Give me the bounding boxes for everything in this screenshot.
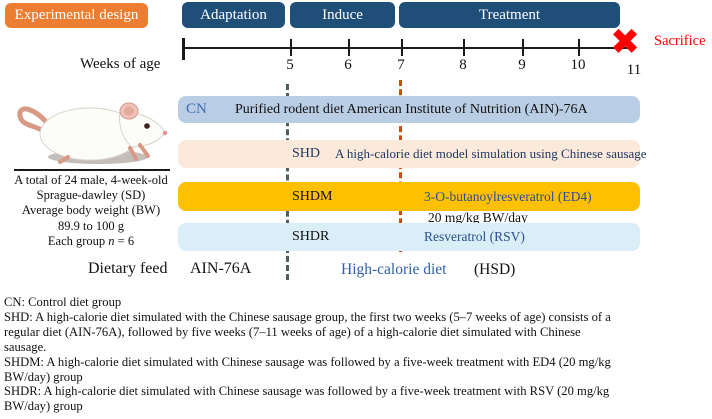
subjects-divider xyxy=(14,169,170,171)
weeks-of-age-label: Weeks of age xyxy=(80,56,161,72)
week-label-8: 8 xyxy=(459,57,467,73)
subjects-line-groupsize: Each group n = 6 xyxy=(0,234,182,249)
each-group-suffix: = 6 xyxy=(114,233,135,248)
timeline-tick-7 xyxy=(401,39,403,56)
legend-cn: CN: Control diet group xyxy=(4,295,122,309)
group-bar-shdr: SHDR Resveratrol (RSV) xyxy=(178,223,640,251)
week-label-9: 9 xyxy=(518,57,526,73)
legend-shdm: SHDM: A high-calorie diet simulated with… xyxy=(4,354,611,384)
dietary-feed-label: Dietary feed xyxy=(88,260,168,277)
group-desc-shdr: Resveratrol (RSV) xyxy=(424,229,525,244)
timeline-tick-start xyxy=(182,38,185,60)
group-bar-shd: SHD A high-calorie diet model simulation… xyxy=(178,140,647,168)
phase-treatment: Treatment xyxy=(399,2,620,28)
week-label-5: 5 xyxy=(286,57,294,73)
group-code-shdr: SHDR xyxy=(292,229,330,244)
subjects-line-bw: Average body weight (BW) xyxy=(21,203,161,218)
group-bar-shdm: SHDM 3-O-butanoylresveratrol (ED4) xyxy=(178,182,640,211)
shdm-dose-label: 20 mg/kg BW/day xyxy=(428,210,528,225)
legend-shdr: SHDR: A high-calorie diet simulated with… xyxy=(4,384,610,414)
legend-shd: SHD: A high-calorie diet simulated with … xyxy=(4,309,611,354)
phase-adaptation: Adaptation xyxy=(182,2,285,28)
subjects-line-weight: 89.9 to 100 g xyxy=(58,218,124,233)
week-label-6: 6 xyxy=(344,57,352,73)
group-desc-shd: A high-calorie diet model simulation usi… xyxy=(335,146,647,161)
each-group-n: n xyxy=(108,233,115,248)
feed-high-calorie-label: High-calorie diet xyxy=(341,261,447,278)
each-group-prefix: Each group xyxy=(47,233,109,248)
group-code-shd: SHD xyxy=(292,146,321,161)
subjects-description: A total of 24 male, 4-week-old Sprague-d… xyxy=(0,173,182,249)
timeline-tick-10 xyxy=(578,39,580,56)
subjects-line-strain: Sprague-dawley (SD) xyxy=(36,188,146,203)
phase-induce: Induce xyxy=(290,2,395,28)
timeline-tick-9 xyxy=(522,39,524,56)
timeline-tick-6 xyxy=(348,39,350,56)
rat-image xyxy=(10,90,172,170)
sacrifice-label: Sacrifice xyxy=(654,33,706,49)
group-desc-shdm: 3-O-butanoylresveratrol (ED4) xyxy=(424,189,592,204)
feed-hsd-abbrev: (HSD) xyxy=(474,261,516,278)
group-code-shdm: SHDM xyxy=(292,189,333,204)
figure-legend: CN: Control diet group SHD: A high-calor… xyxy=(4,295,618,414)
sacrifice-marker-icon: ✖ xyxy=(610,22,641,63)
group-code-cn: CN xyxy=(186,101,207,117)
week-label-11: 11 xyxy=(626,62,642,78)
timeline-tick-5 xyxy=(290,39,292,56)
group-bar-cn: CN Purified rodent diet American Institu… xyxy=(178,96,640,123)
group-desc-cn: Purified rodent diet American Institute … xyxy=(235,102,588,117)
week-label-10: 10 xyxy=(570,57,586,73)
week-label-7: 7 xyxy=(397,57,405,73)
figure-title-badge: Experimental design xyxy=(5,3,148,28)
timeline-tick-8 xyxy=(463,39,465,56)
timeline-axis xyxy=(182,47,634,49)
feed-ain76a-label: AIN-76A xyxy=(190,260,252,277)
subjects-line-total: A total of 24 male, 4-week-old xyxy=(14,173,168,187)
